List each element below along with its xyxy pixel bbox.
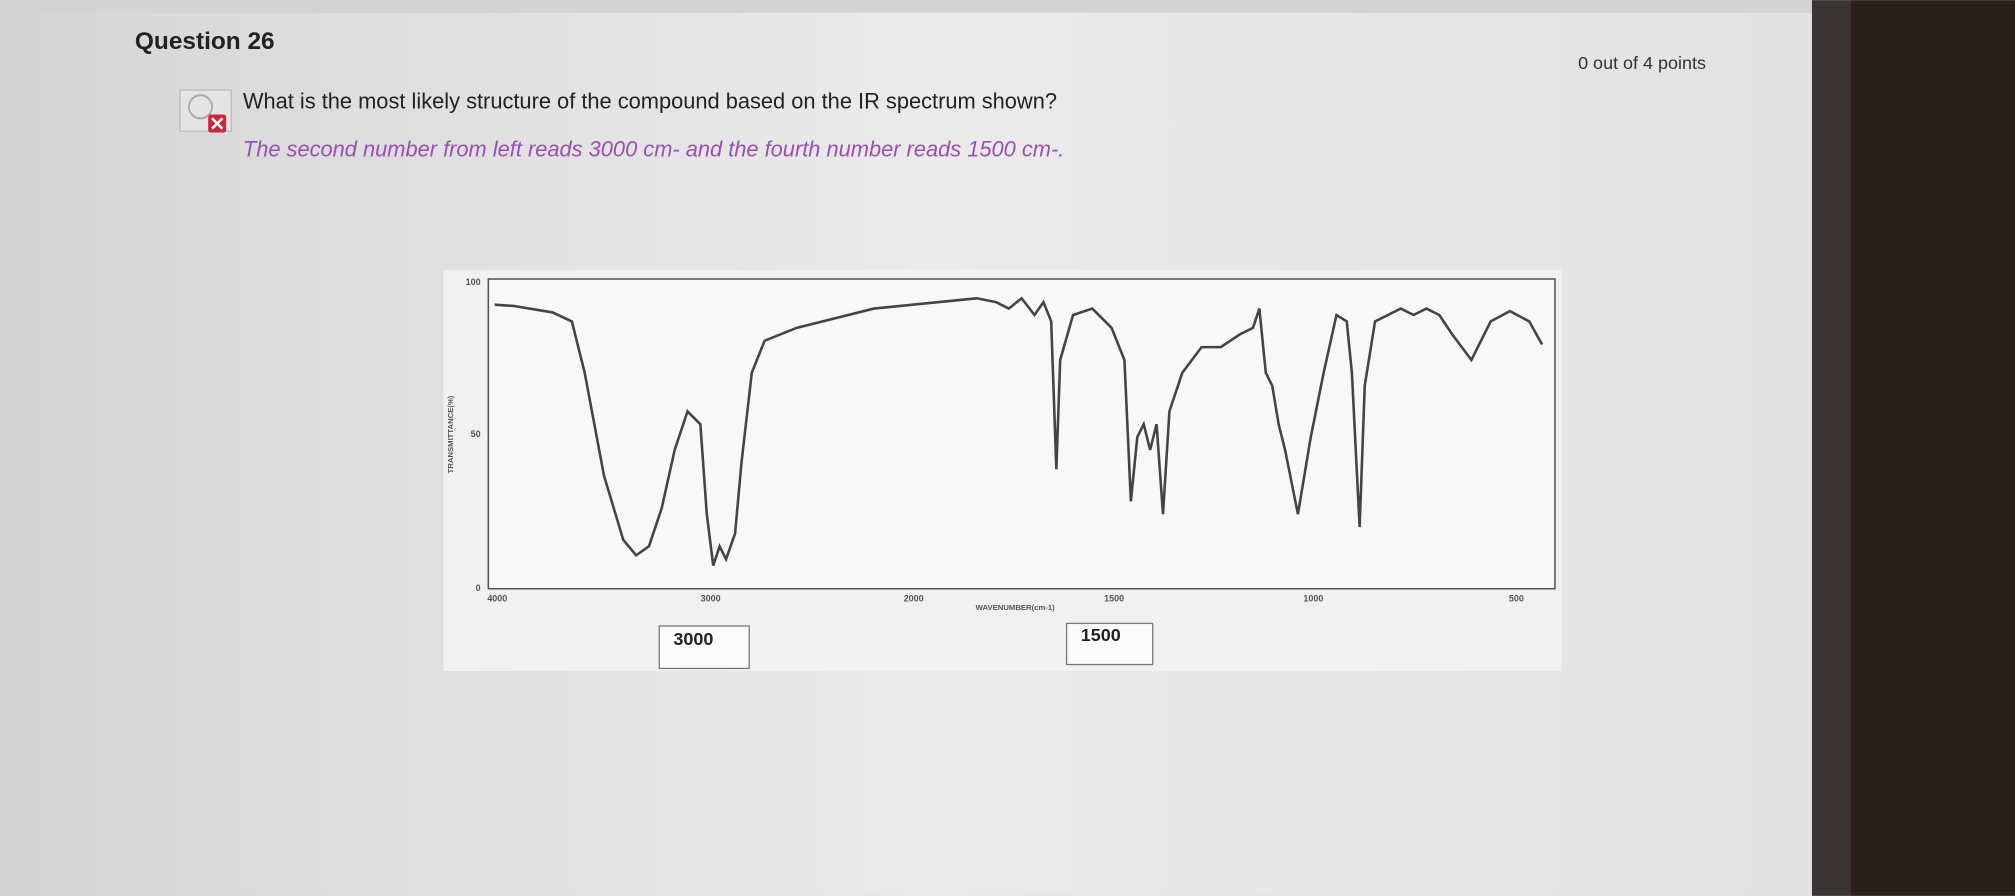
answer-box [658, 625, 750, 670]
x-tick-label: 2000 [904, 593, 924, 603]
question-title: Question 26 [135, 28, 275, 55]
x-tick-label: 4000 [487, 593, 507, 603]
incorrect-icon [179, 89, 232, 133]
x-tick-label: 1500 [1104, 593, 1124, 603]
y-tick-label: 50 [471, 429, 481, 439]
frame-edge [1811, 0, 1851, 896]
x-tick-label: 500 [1509, 593, 1524, 603]
y-tick-label: 0 [476, 583, 481, 593]
y-axis-label: TRANSMITTANCE(%) [446, 395, 455, 473]
spectrum-image: 4000 3000 2000 1500 1000 500 100 50 0 WA… [443, 270, 1562, 671]
x-tick-label: 3000 [701, 593, 721, 603]
answer-box [1065, 622, 1154, 666]
score: 0 out of 4 points [1578, 53, 1706, 73]
x-tick-label: 1000 [1303, 593, 1323, 603]
question-text: What is the most likely structure of the… [243, 89, 1057, 114]
answer-label: 1500 [1081, 625, 1121, 645]
question-note: The second number from left reads 3000 c… [243, 136, 1064, 161]
y-tick-label: 100 [466, 277, 481, 287]
answer-label: 3000 [673, 629, 713, 649]
x-axis-label: WAVENUMBER(cm-1) [976, 603, 1055, 612]
bezel [1850, 0, 2015, 896]
